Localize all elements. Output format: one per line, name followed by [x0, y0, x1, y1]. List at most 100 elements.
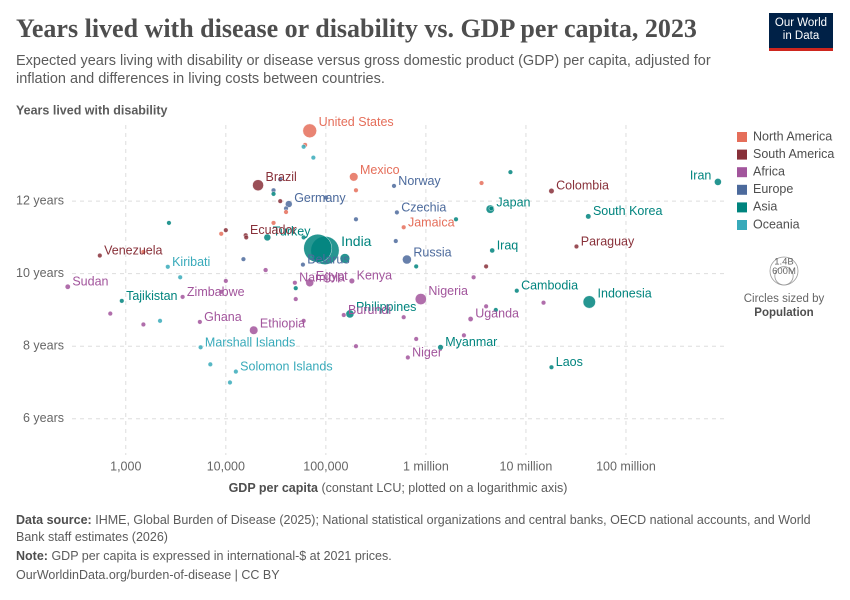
point-label: Ethiopia — [260, 316, 305, 330]
point-label: Turkey — [273, 224, 311, 238]
point — [353, 187, 359, 193]
point — [301, 234, 307, 240]
legend-item[interactable]: North America — [737, 129, 832, 143]
point — [263, 267, 269, 273]
point — [119, 298, 125, 304]
source-label: Data source: — [16, 513, 92, 527]
point-label: Colombia — [556, 179, 609, 193]
legend-swatch — [737, 202, 747, 213]
size-legend-title: Circles sized by — [744, 293, 825, 305]
y-tick-label: 6 years — [23, 411, 64, 425]
point — [303, 234, 333, 263]
point-label: Solomon Islands — [240, 360, 332, 374]
x-axis-label-note: (constant LCU; plotted on a logarithmic … — [321, 481, 567, 495]
footer: Data source: IHME, Global Burden of Dise… — [16, 512, 826, 586]
point-label: Iran — [690, 169, 712, 183]
x-tick-label: 100,000 — [303, 459, 348, 473]
point — [493, 307, 499, 313]
point-label: Czechia — [401, 200, 446, 214]
logo-line: Our World — [774, 17, 828, 29]
note-text: GDP per capita is expressed in internati… — [51, 549, 392, 563]
point-label: Belarus — [307, 253, 349, 267]
logo-line: in Data — [782, 30, 820, 42]
point — [488, 205, 494, 211]
point — [339, 253, 350, 264]
point — [402, 254, 412, 265]
point-label: United States — [319, 115, 394, 129]
point — [413, 336, 419, 342]
legend-label: Africa — [753, 164, 785, 178]
legend-item[interactable]: South America — [737, 147, 834, 161]
legend-item[interactable]: Africa — [737, 164, 785, 178]
legend-item[interactable]: Europe — [737, 182, 793, 196]
legend-label: Asia — [753, 200, 777, 214]
point — [197, 319, 203, 325]
y-tick-label: 12 years — [16, 193, 64, 207]
point — [233, 369, 239, 375]
point — [548, 364, 554, 370]
point-label: Niger — [412, 345, 442, 359]
point — [207, 361, 213, 367]
chart-title: Years lived with disease or disability v… — [16, 14, 697, 43]
point — [393, 238, 399, 244]
point — [514, 288, 520, 294]
point — [240, 256, 246, 262]
point — [249, 325, 259, 335]
point — [714, 178, 722, 186]
y-axis-label: Years lived with disability — [16, 103, 167, 117]
point — [107, 311, 113, 317]
point-label: Mexico — [360, 163, 400, 177]
point — [467, 316, 474, 322]
point — [140, 249, 146, 255]
size-legend-variable: Population — [754, 307, 813, 319]
legend-item[interactable]: Oceania — [737, 217, 800, 231]
point — [252, 179, 264, 191]
point — [223, 278, 229, 284]
point — [293, 296, 299, 302]
point — [277, 176, 283, 182]
point-label: Sudan — [72, 274, 108, 288]
point — [271, 191, 277, 197]
point-label: Uganda — [475, 307, 519, 321]
point — [301, 318, 307, 324]
size-legend-label: 1.4B — [774, 257, 794, 268]
point — [198, 344, 204, 350]
point-label: Laos — [556, 355, 583, 369]
point-label: Ghana — [204, 310, 242, 324]
point-label: Paraguay — [581, 234, 635, 248]
url[interactable]: OurWorldinData.org/burden-of-disease | C… — [16, 568, 280, 582]
point — [471, 274, 477, 280]
point — [461, 332, 467, 338]
legend-label: South America — [753, 147, 834, 161]
x-tick-label: 10 million — [500, 459, 553, 473]
source-row: Data source: IHME, Global Burden of Dise… — [16, 512, 826, 546]
point — [283, 209, 289, 215]
point-label: Jamaica — [408, 215, 455, 229]
point — [157, 318, 163, 324]
point-label: Zimbabwe — [187, 285, 245, 299]
point-label: Marshall Islands — [205, 335, 295, 349]
point — [413, 263, 419, 269]
legend-item[interactable]: Asia — [737, 200, 777, 214]
x-tick-label: 1 million — [403, 459, 449, 473]
point — [302, 123, 317, 138]
point — [323, 195, 329, 201]
point — [405, 354, 411, 360]
legend-swatch — [737, 167, 747, 178]
point — [353, 216, 359, 222]
point — [541, 300, 547, 306]
point — [349, 172, 359, 182]
point — [483, 263, 489, 269]
logo[interactable]: Our World in Data — [769, 13, 833, 51]
point-label: South Korea — [593, 204, 663, 218]
point-label: Norway — [398, 174, 441, 188]
point — [305, 278, 314, 287]
note-row: Note: GDP per capita is expressed in int… — [16, 548, 826, 565]
point — [177, 274, 183, 280]
point-label: Russia — [413, 245, 451, 259]
point — [301, 144, 307, 150]
point — [271, 220, 277, 226]
point — [401, 314, 407, 320]
point — [437, 344, 444, 351]
